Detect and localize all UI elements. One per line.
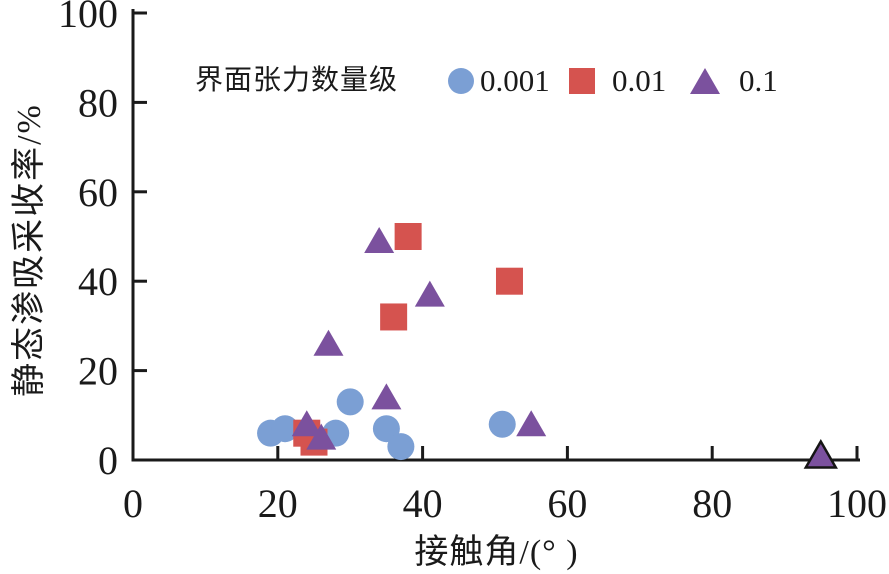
x-tick-label: 80: [692, 481, 732, 526]
y-axis-title: 静态渗吸采收率/%: [11, 103, 48, 397]
data-point-triangle: [803, 439, 838, 469]
x-tick-label: 100: [827, 481, 887, 526]
y-tick-label: 40: [78, 259, 118, 304]
data-point-triangle: [371, 383, 402, 410]
axis-spines: [131, 9, 860, 462]
data-point-triangle: [313, 329, 344, 356]
x-tick-label: 40: [403, 481, 443, 526]
x-axis-title: 接触角/(° ): [414, 534, 579, 571]
data-point-circle: [372, 415, 400, 443]
data-point-triangle: [306, 423, 337, 450]
data-point-circle: [336, 388, 364, 416]
y-tick-label: 80: [78, 80, 118, 125]
data-point-square: [394, 223, 422, 250]
data-point-triangle: [364, 226, 395, 253]
data-point-triangle: [414, 280, 445, 307]
y-tick-label: 20: [78, 349, 118, 394]
data-point-circle: [271, 415, 299, 443]
x-tick-label: 0: [123, 481, 143, 526]
data-point-square: [380, 303, 408, 331]
y-tick-label: 100: [58, 0, 118, 36]
y-tick-label: 0: [98, 438, 118, 483]
x-tick-label: 60: [547, 481, 587, 526]
data-point-triangle: [516, 410, 547, 437]
data-point-square: [495, 267, 523, 295]
data-point-triangle: [291, 410, 322, 437]
data-point-circle: [387, 433, 415, 461]
data-point-circle: [488, 410, 516, 438]
y-tick-label: 60: [78, 170, 118, 215]
x-tick-label: 20: [258, 481, 298, 526]
